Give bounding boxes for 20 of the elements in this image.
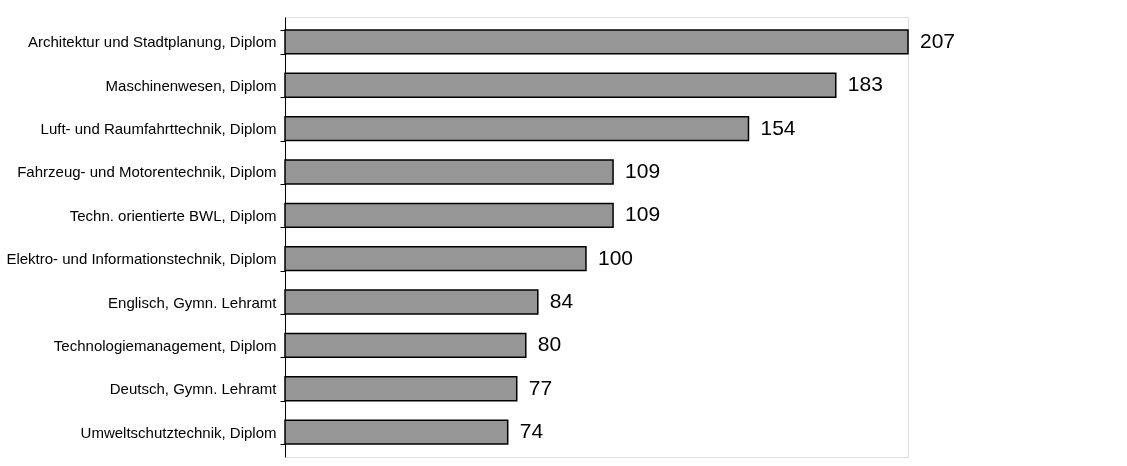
data-label: 207 <box>920 28 956 52</box>
y-tick-label: Elektro- und Informationstechnik, Diplom <box>6 250 277 268</box>
data-label: 109 <box>625 202 661 226</box>
y-tick-label: Architektur und Stadtplanung, Diplom <box>28 33 277 51</box>
data-label: 109 <box>625 158 661 182</box>
y-tick-label: Luft- und Raumfahrttechnik, Diplom <box>40 120 277 138</box>
data-label: 100 <box>597 245 634 269</box>
y-tick-label: Deutsch, Gymn. Lehramt <box>109 380 278 398</box>
y-tick-label: Maschinenwesen, Diplom <box>105 76 277 94</box>
y-tick-label: Technologiemanagement, Diplom <box>53 336 277 354</box>
data-label: 154 <box>760 115 796 139</box>
data-label: 80 <box>537 332 562 356</box>
data-label: 77 <box>528 375 553 399</box>
y-tick-label: Umweltschutztechnik, Diplom <box>80 423 277 441</box>
data-label: 84 <box>549 289 574 313</box>
data-label: 183 <box>847 72 883 96</box>
y-tick-label: Englisch, Gymn. Lehramt <box>108 293 278 311</box>
data-label: 74 <box>519 419 544 443</box>
y-tick-label: Fahrzeug- und Motorentechnik, Diplom <box>17 163 277 181</box>
y-tick-label: Techn. orientierte BWL, Diplom <box>69 206 277 224</box>
